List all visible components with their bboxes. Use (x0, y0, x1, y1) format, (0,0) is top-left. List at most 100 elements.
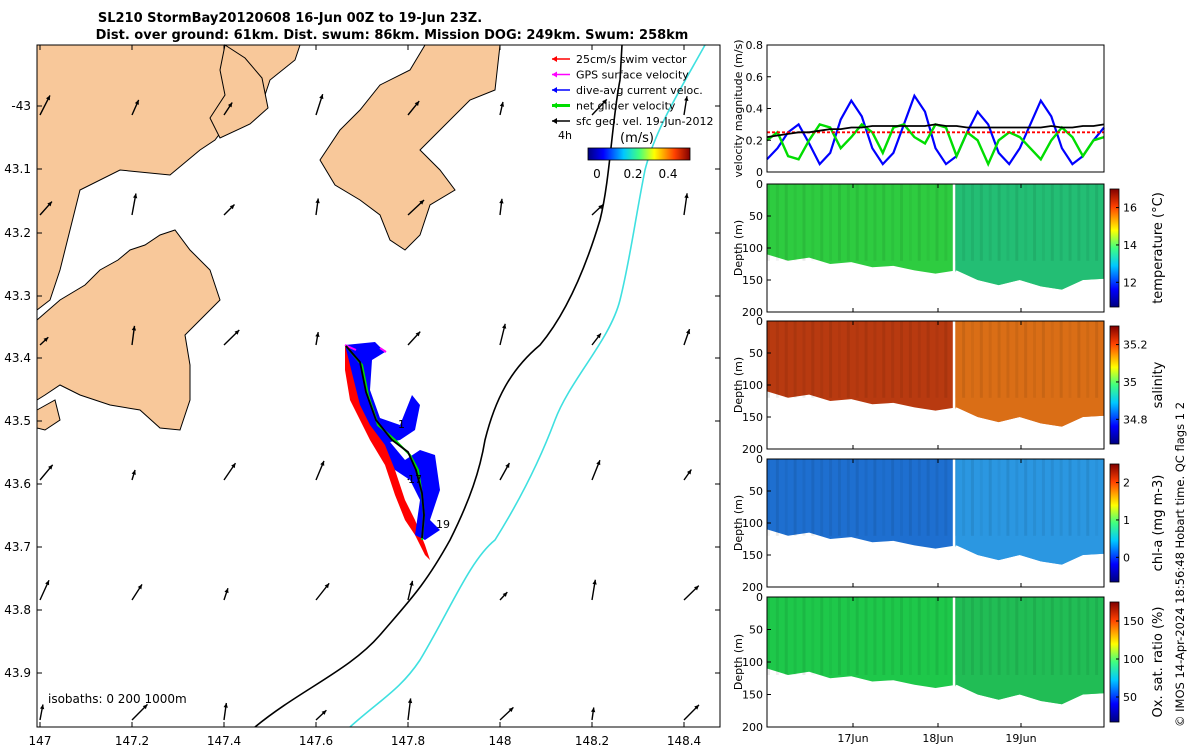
colorbar-label: salinity (1151, 361, 1166, 408)
profile-streak (962, 184, 965, 261)
map-y-tick: 43.4 (4, 351, 31, 365)
profile-streak (944, 597, 947, 675)
colorbar-tick-0.4: 0.4 (658, 167, 677, 181)
track-label-19: 19 (436, 518, 450, 531)
profile-streak (1024, 459, 1027, 536)
profile-streak (829, 321, 832, 398)
profile-streak (811, 597, 814, 675)
colorbar-label: chl-a (mg m-3) (1151, 475, 1166, 572)
profile-streak (1042, 459, 1045, 536)
profile-streak (1006, 597, 1009, 675)
depth-tick: 150 (742, 411, 763, 424)
profile-streak (900, 597, 903, 675)
profile-streak (900, 459, 903, 536)
depth-tick: 200 (742, 721, 763, 734)
depth-tick: 50 (749, 485, 763, 498)
profile-streak (891, 597, 894, 675)
profile-streak (900, 321, 903, 398)
profile-streak (1024, 321, 1027, 398)
profile-panel-4: 0 50 100 150 200 Depth (m) 50 100 150 Ox. sat. ra… (732, 591, 1166, 734)
profile-streak (927, 597, 930, 675)
profile-colorbar (1110, 189, 1119, 307)
map-x-tick: 147.6 (299, 734, 333, 748)
profile-streak (1095, 321, 1098, 398)
depth-tick: 150 (742, 689, 763, 702)
profile-streak (1024, 184, 1027, 261)
profile-streak (971, 184, 974, 261)
colorbar-tick: 16 (1123, 202, 1137, 215)
profile-streak (856, 321, 859, 398)
colorbar-tick: 150 (1123, 615, 1144, 628)
profile-streak (1095, 184, 1098, 261)
profile-streak (1051, 597, 1054, 675)
map-y-tick: 43.3 (4, 289, 31, 303)
colorbar-tick: 12 (1123, 276, 1137, 289)
profile-streak (838, 597, 841, 675)
profile-streak (891, 184, 894, 261)
time-tick: 17Jun (837, 732, 868, 745)
map-y-tick: -43 (11, 99, 31, 113)
profile-streak (882, 597, 885, 675)
title-line-2: Dist. over ground: 61km. Dist. swum: 86k… (96, 28, 689, 43)
velocity-y-tick: 0.6 (746, 71, 764, 84)
profile-fill-alt (954, 459, 1104, 565)
profile-streak (811, 459, 814, 536)
map-x-tick: 148.2 (575, 734, 609, 748)
colorbar-tick-0: 0 (593, 167, 601, 181)
profile-fill-alt (954, 321, 1104, 427)
map-x-tick: 148 (489, 734, 512, 748)
profile-streak (1086, 184, 1089, 261)
profile-streak (980, 597, 983, 675)
profile-streak (1051, 184, 1054, 261)
profile-streak (856, 459, 859, 536)
profile-streak (785, 459, 788, 536)
depth-tick: 100 (742, 656, 763, 669)
isobaths-label: isobaths: 0 200 1000m (48, 692, 187, 706)
profile-streak (865, 459, 868, 536)
profile-fill-alt (954, 184, 1104, 290)
profile-streak (1060, 459, 1063, 536)
profile-streak (962, 321, 965, 398)
profile-streak (891, 321, 894, 398)
title-line-1: SL210 StormBay20120608 16-Jun 00Z to 19-… (98, 11, 482, 26)
profile-streak (1069, 459, 1072, 536)
colorbar-tick-0.2: 0.2 (623, 167, 642, 181)
profile-streak (1033, 184, 1036, 261)
profile-streak (847, 184, 850, 261)
profile-streak (1006, 184, 1009, 261)
profile-streak (998, 597, 1001, 675)
profile-streak (882, 321, 885, 398)
profile-streak (1006, 321, 1009, 398)
colorbar-tick: 0 (1123, 551, 1130, 564)
profile-streak (785, 321, 788, 398)
profile-panel-1: 050100150200Depth (m)121416 temperature (… (732, 178, 1166, 319)
profile-streak (802, 184, 805, 261)
profile-streak (971, 597, 974, 675)
profile-colorbar (1110, 464, 1119, 582)
profile-streak (989, 321, 992, 398)
profile-streak (971, 321, 974, 398)
profile-streak (776, 321, 779, 398)
profile-streak (909, 459, 912, 536)
profile-streak (927, 321, 930, 398)
depth-tick: 50 (749, 210, 763, 223)
depth-tick: 0 (756, 315, 763, 328)
profile-streak (1051, 459, 1054, 536)
profile-streak (980, 184, 983, 261)
profile-streak (936, 321, 939, 398)
profile-streak (1051, 321, 1054, 398)
profile-streak (794, 184, 797, 261)
profile-streak (829, 597, 832, 675)
profile-streak (829, 184, 832, 261)
profile-streak (856, 597, 859, 675)
profile-streak (865, 321, 868, 398)
credit-text: © IMOS 14-Apr-2024 18:56:48 Hobart time.… (1173, 402, 1187, 727)
legend-label: 25cm/s swim vector (576, 53, 687, 66)
legend-label: dive-avg current veloc. (576, 84, 703, 97)
legend-label: sfc geo. vel. 19-Jun-2012 (576, 115, 713, 128)
profile-streak (1077, 597, 1080, 675)
map-y-tick: 43.6 (4, 477, 31, 491)
profile-streak (1015, 321, 1018, 398)
profile-streak (1060, 321, 1063, 398)
profile-streak (980, 321, 983, 398)
